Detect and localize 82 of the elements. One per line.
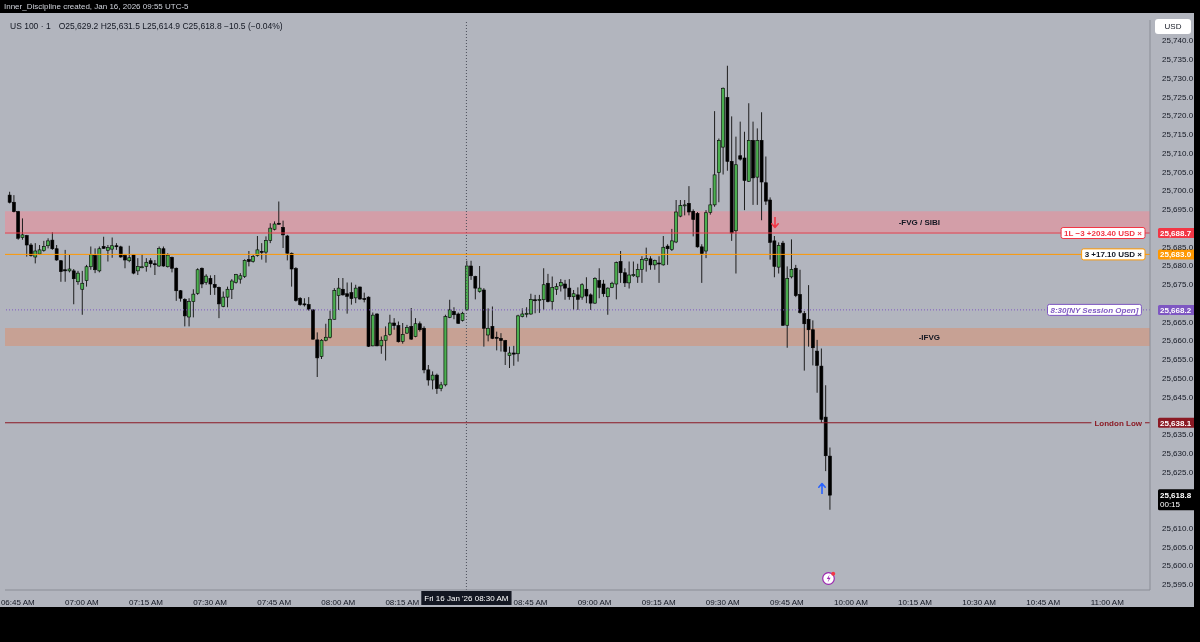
y-tick-label: 25,660.0 bbox=[1162, 336, 1194, 346]
y-tick-label: 25,665.0 bbox=[1162, 317, 1194, 327]
candlestick bbox=[499, 332, 503, 352]
candlestick bbox=[396, 321, 401, 343]
x-tick-label: 09:45 AM bbox=[769, 597, 805, 607]
ref-line-label: 1L −3 +203.40 USD × bbox=[1064, 228, 1143, 238]
candlestick bbox=[640, 255, 644, 284]
y-tick-label: 25,675.0 bbox=[1162, 280, 1194, 290]
y-tick-label: 25,715.0 bbox=[1162, 130, 1194, 140]
y-tick-label: 25,735.0 bbox=[1162, 55, 1194, 65]
y-tick-label: 25,635.0 bbox=[1162, 430, 1194, 440]
y-tick-label: 25,695.0 bbox=[1162, 205, 1194, 215]
y-tick-label: 25,725.0 bbox=[1162, 92, 1194, 102]
candlestick bbox=[97, 246, 102, 273]
x-tick-label: 07:45 AM bbox=[257, 597, 292, 607]
ref-line-label: London Low bbox=[1094, 418, 1143, 428]
x-tick-label: 09:15 AM bbox=[641, 597, 676, 607]
y-tick-label: 25,688.7 bbox=[1160, 228, 1192, 238]
band-label: -FVG / SIBI bbox=[898, 217, 940, 227]
chart-title: US 100 · 1 bbox=[10, 21, 51, 31]
x-tick-label: 07:30 AM bbox=[193, 597, 228, 607]
y-tick-label: 25,600.0 bbox=[1162, 561, 1194, 571]
candlestick bbox=[605, 286, 610, 316]
text: 00:15 bbox=[1160, 499, 1181, 509]
y-tick-label: 25,638.1 bbox=[1160, 418, 1192, 428]
y-tick-label: 25,625.0 bbox=[1162, 467, 1194, 477]
x-tick-label: 09:00 AM bbox=[577, 597, 612, 607]
x-tick-label: 07:00 AM bbox=[65, 597, 100, 607]
candlestick bbox=[507, 346, 512, 369]
x-tick-label: 09:30 AM bbox=[705, 597, 740, 607]
y-tick-label: 25,650.0 bbox=[1162, 373, 1194, 383]
y-tick-label: 25,730.0 bbox=[1162, 73, 1194, 83]
candlestick bbox=[161, 246, 166, 268]
x-tick-label: 10:30 AM bbox=[962, 597, 997, 607]
y-tick-label: 25,700.0 bbox=[1162, 186, 1194, 196]
y-tick-label: 25,740.0 bbox=[1162, 36, 1194, 46]
candlestick bbox=[687, 185, 691, 216]
candlestick bbox=[187, 297, 191, 327]
x-tick-label: 11:00 AM bbox=[1090, 597, 1125, 607]
y-tick-label: 25,668.2 bbox=[1160, 305, 1192, 315]
x-tick-label: 08:45 AM bbox=[513, 597, 548, 607]
text: Inner_Discipline created, Jan 16, 2026 09:55 UTC-5 bbox=[4, 2, 189, 11]
candlestick bbox=[319, 338, 324, 360]
y-tick-label: 25,705.0 bbox=[1162, 167, 1194, 177]
x-tick-label: 10:15 AM bbox=[898, 597, 933, 607]
x-tick-label: 06:45 AM bbox=[0, 597, 36, 607]
x-tick-label: 08:00 AM bbox=[321, 597, 356, 607]
y-tick-label: 25,610.0 bbox=[1162, 523, 1194, 533]
chart-subtitle: O25,629.2 H25,631.5 L25,614.9 C25,618.8 −10.5 (−0.04%) bbox=[58, 21, 283, 31]
x-tick-label: 10:00 AM bbox=[834, 597, 869, 607]
y-tick-label: 25,605.0 bbox=[1162, 542, 1194, 552]
candlestick bbox=[563, 279, 567, 301]
y-tick-label: 25,645.0 bbox=[1162, 392, 1194, 402]
candlestick bbox=[618, 250, 623, 284]
candlestick bbox=[546, 273, 550, 303]
candlestick bbox=[353, 284, 358, 304]
candlestick bbox=[208, 274, 213, 296]
candlestick bbox=[567, 278, 572, 301]
candlestick bbox=[80, 270, 85, 316]
y-tick-label: 25,710.0 bbox=[1162, 148, 1194, 158]
candlestick bbox=[400, 322, 405, 345]
candlestick bbox=[571, 289, 576, 311]
ref-line-label: Fri 16 Jan '26 08:30 AM bbox=[424, 593, 509, 603]
x-tick-label: 08:15 AM bbox=[385, 597, 420, 607]
candlestick bbox=[452, 306, 456, 320]
x-tick-label: 07:15 AM bbox=[129, 597, 164, 607]
y-tick-label: 25,655.0 bbox=[1162, 355, 1194, 365]
y-axis-title: USD bbox=[1155, 19, 1191, 34]
candlestick bbox=[71, 268, 76, 305]
candlestick bbox=[541, 267, 546, 311]
y-tick-label: 25,720.0 bbox=[1162, 111, 1194, 121]
y-tick-label: 25,680.0 bbox=[1162, 261, 1194, 271]
annotation: 8:30[NY Session Open] bbox=[1050, 305, 1139, 315]
y-tick-label: 25,595.0 bbox=[1162, 580, 1194, 590]
candlestick bbox=[614, 261, 619, 300]
x-tick-label: 10:45 AM bbox=[1026, 597, 1061, 607]
y-tick-label: 25,683.0 bbox=[1160, 250, 1192, 260]
ref-line-label: 3 +17.10 USD × bbox=[1084, 250, 1143, 260]
candlestick bbox=[217, 286, 221, 319]
band-label: -IFVG bbox=[918, 332, 940, 342]
y-tick-label: 25,618.8 bbox=[1160, 490, 1192, 500]
y-tick-label: 25,630.0 bbox=[1162, 448, 1194, 458]
